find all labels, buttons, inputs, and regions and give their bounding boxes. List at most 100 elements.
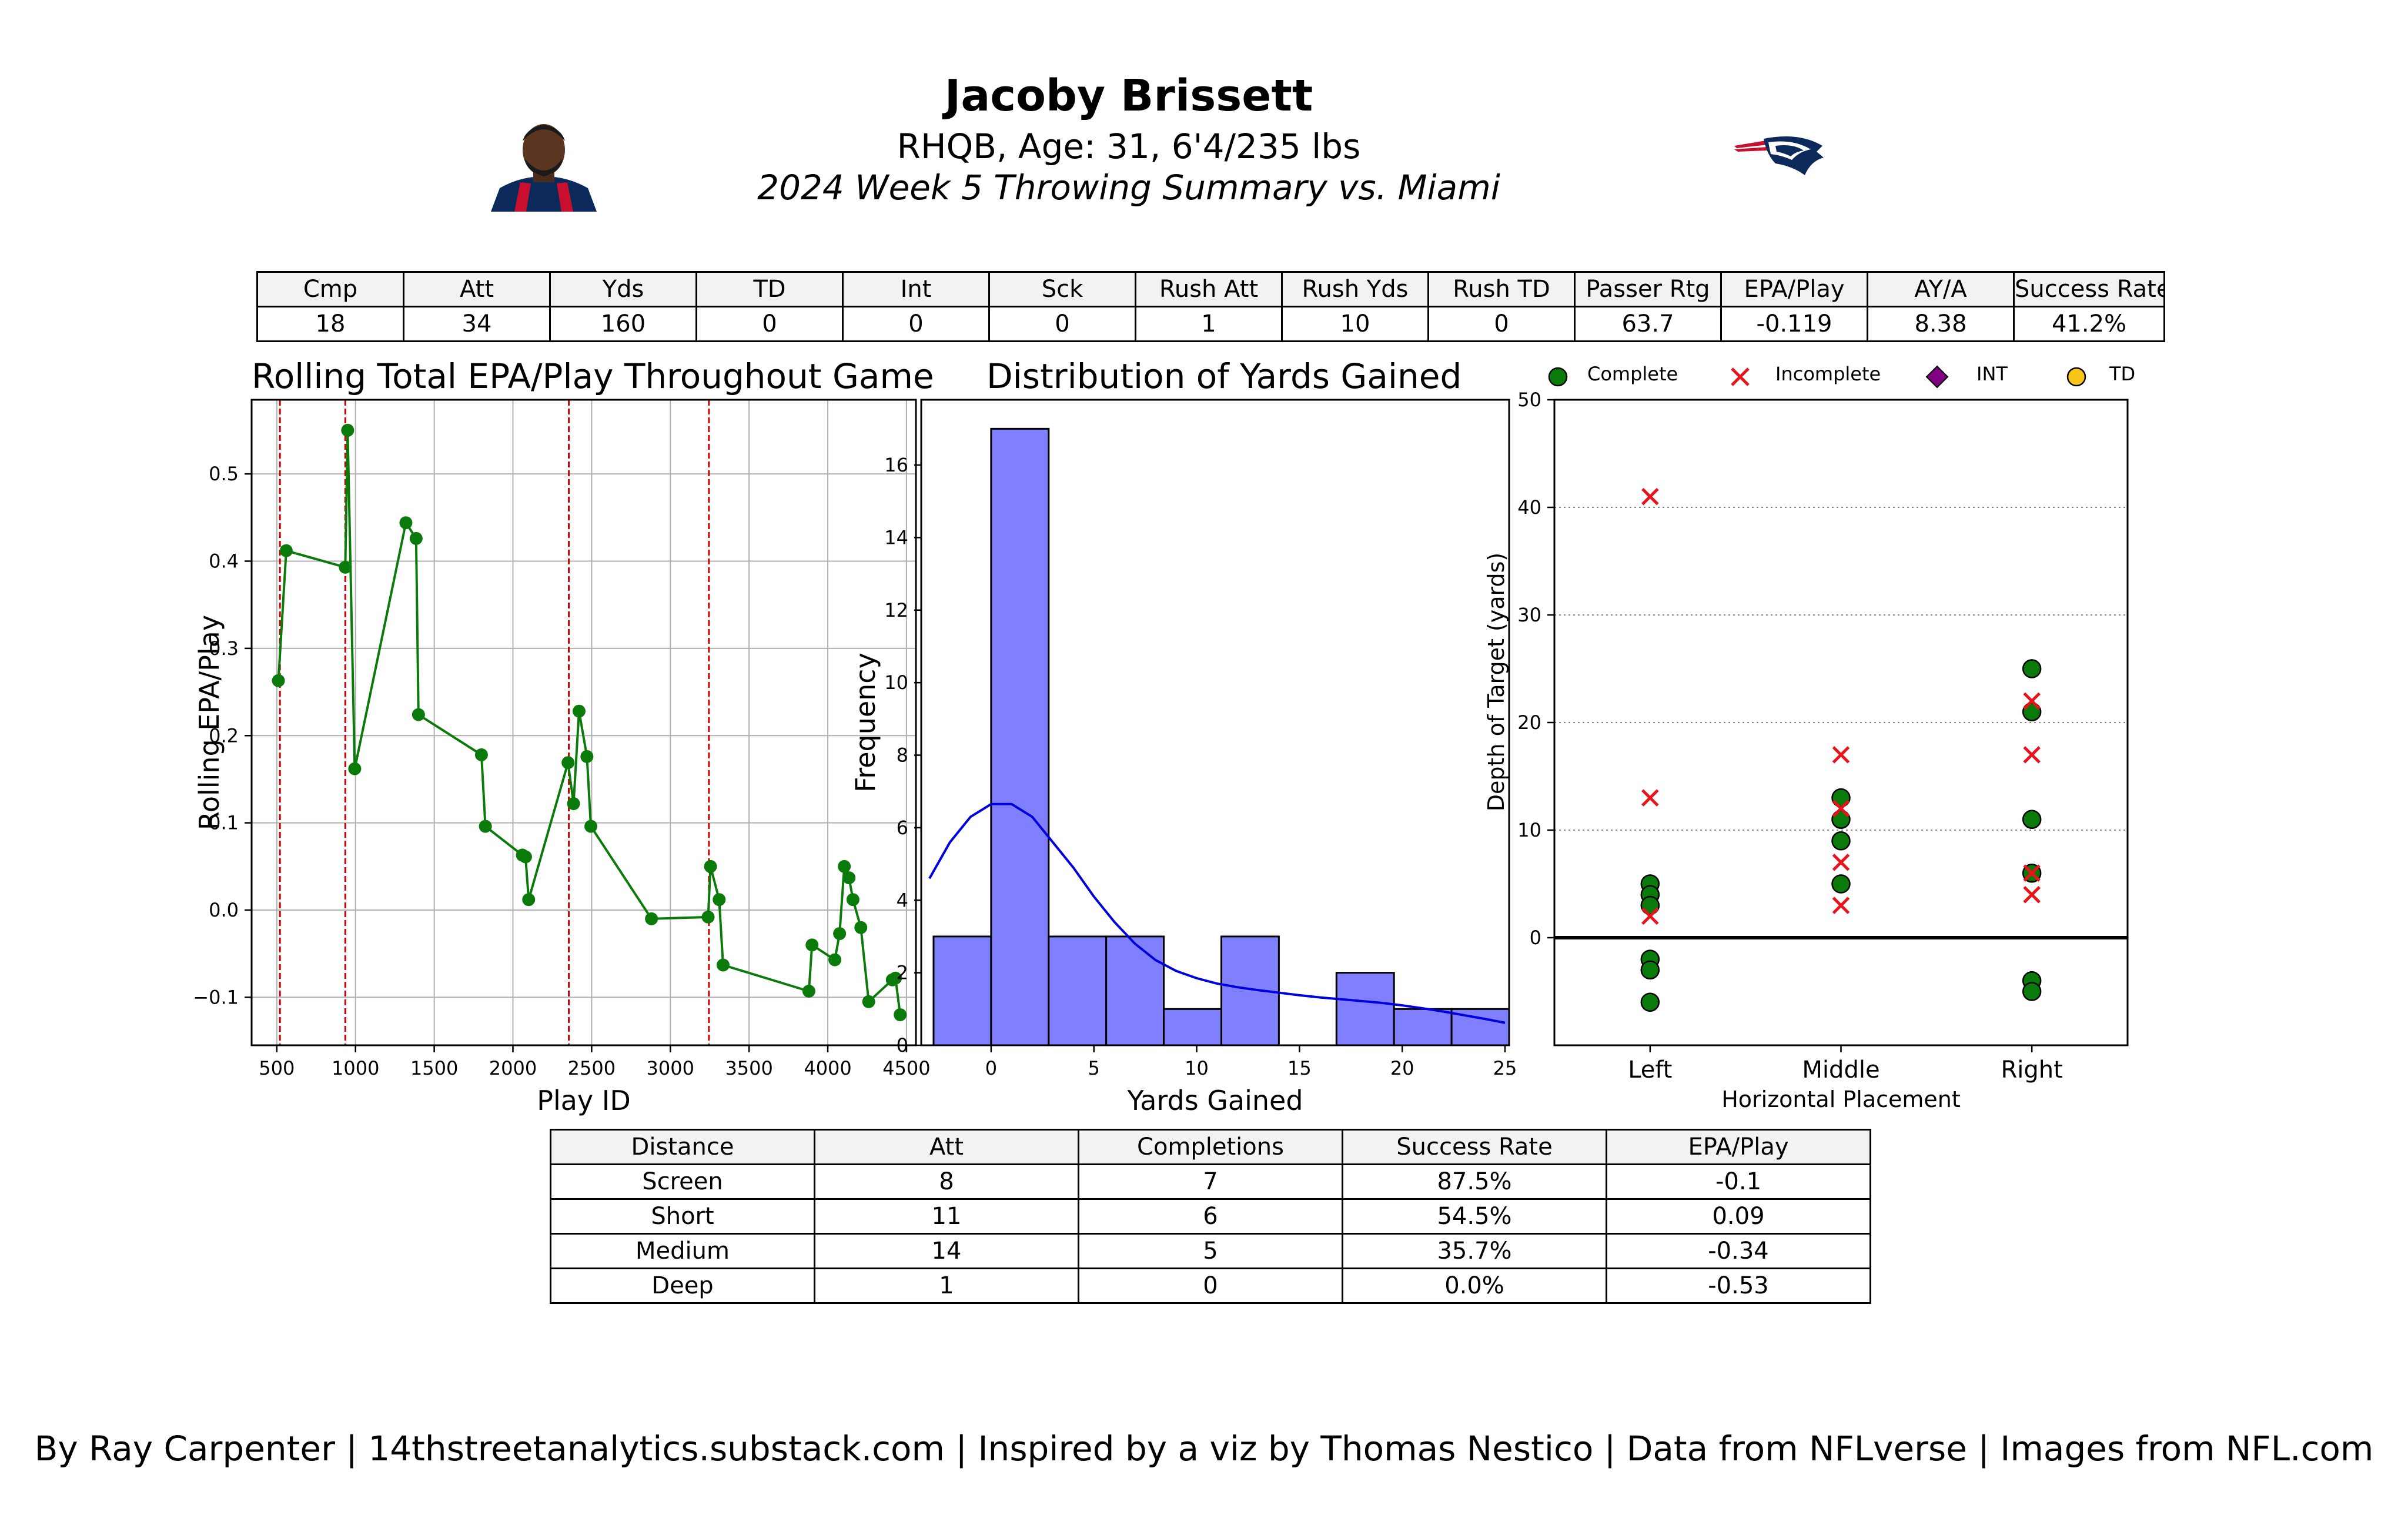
incomplete-point	[1641, 789, 1659, 807]
distance-cell: 1	[814, 1268, 1079, 1304]
data-point	[805, 938, 819, 952]
target-depth-scatter: Left Middle Right 0 10 20 30 40 50 Horizontal Pla…	[1483, 389, 2129, 1112]
y-tick-label: 4	[897, 889, 908, 911]
histogram-bar	[1163, 1008, 1222, 1046]
histogram-bar	[1393, 1008, 1453, 1046]
data-point	[894, 1008, 907, 1022]
data-point	[580, 750, 594, 763]
stats-table: Cmp Att Yds TD Int Sck Rush Att Rush Yds…	[256, 271, 2165, 342]
distance-cell: 54.5%	[1342, 1198, 1607, 1235]
data-point	[862, 995, 875, 1008]
data-point	[704, 860, 717, 873]
plot-frame	[250, 399, 917, 1046]
yards-histogram: 0 5 10 15 20 25 0 2 4 6 8 10 12 14 16 Yards Gained Frequ…	[850, 399, 1517, 1116]
credits-footer: By Ray Carpenter | 14thstreetanalytics.s…	[34, 1429, 2374, 1469]
distance-cell: -0.53	[1606, 1268, 1871, 1304]
distance-cell: 6	[1078, 1198, 1343, 1235]
incomplete-point	[1641, 487, 1659, 506]
incomplete-point	[2023, 692, 2041, 710]
histogram-bar	[1105, 935, 1165, 1046]
data-point	[701, 910, 715, 924]
distance-cell: 5	[1078, 1233, 1343, 1269]
x-tick-label: 25	[1493, 1057, 1517, 1079]
x-category-label: Right	[2001, 1056, 2063, 1083]
data-point	[846, 893, 859, 907]
data-point	[479, 820, 492, 833]
distance-cell: 35.7%	[1342, 1233, 1607, 1269]
y-axis-label: Depth of Target (yards)	[1483, 553, 1509, 811]
stats-header-cell: Sck	[988, 271, 1136, 307]
stats-value-row: 18 34 160 0 0 0 1 10 0 63.7 -0.119 8.38 …	[256, 306, 2165, 342]
player-info: RHQB, Age: 31, 6'4/235 lbs	[897, 126, 1361, 166]
incomplete-point	[1641, 907, 1659, 925]
x-axis-label: Horizontal Placement	[1721, 1086, 1961, 1112]
data-point	[645, 912, 658, 925]
y-tick-label: 0	[897, 1034, 908, 1056]
y-tick-label: 50	[1517, 389, 1541, 411]
stats-value-cell: -0.119	[1720, 306, 1868, 342]
y-tick-label: 0.1	[209, 812, 239, 834]
data-point	[522, 893, 536, 907]
legend-complete-label: Complete	[1587, 363, 1678, 385]
data-point	[279, 544, 293, 557]
distance-cell: 0.09	[1606, 1198, 1871, 1235]
player-name: Jacoby Brissett	[944, 71, 1313, 121]
data-point	[561, 756, 575, 770]
team-logo	[1734, 136, 1824, 175]
distance-cell: Medium	[550, 1233, 815, 1269]
series-line	[277, 430, 902, 1015]
y-tick-label: 14	[884, 526, 908, 549]
distance-cell: 0	[1078, 1268, 1343, 1304]
x-tick-label: 3500	[725, 1057, 772, 1079]
game-summary-title: 2024 Week 5 Throwing Summary vs. Miami	[757, 168, 1500, 208]
y-tick-label: 0.5	[209, 463, 239, 485]
stats-header-cell: AY/A	[1867, 271, 2015, 307]
stats-value-cell: 0	[1427, 306, 1576, 342]
stats-header-cell: Rush Att	[1135, 271, 1283, 307]
y-tick-label: −0.1	[193, 986, 239, 1008]
epa-chart-title: Rolling Total EPA/Play Throughout Game	[252, 356, 934, 396]
stats-value-cell: 8.38	[1867, 306, 2015, 342]
y-tick-label: 0.4	[209, 550, 239, 573]
x-tick-label: 2000	[489, 1057, 537, 1079]
distance-cell: Short	[550, 1198, 815, 1235]
x-tick-label: 5	[1088, 1057, 1100, 1079]
stats-value-cell: 41.2%	[2013, 306, 2165, 342]
table-row: Medium 14 5 35.7% -0.34	[550, 1233, 1871, 1269]
table-row: Short 11 6 54.5% 0.09	[550, 1198, 1871, 1235]
data-point	[716, 958, 730, 972]
complete-point	[2022, 810, 2042, 829]
distance-cell: Deep	[550, 1268, 815, 1304]
int-marker-icon	[1925, 365, 1949, 389]
x-category-label: Left	[1628, 1056, 1672, 1083]
data-point	[713, 893, 726, 907]
stats-header-cell: Int	[842, 271, 990, 307]
x-tick-label: 500	[259, 1057, 295, 1079]
histogram-bar	[932, 935, 992, 1046]
distance-cell: 7	[1078, 1163, 1343, 1200]
incomplete-point	[2023, 886, 2041, 904]
data-point	[474, 748, 488, 761]
data-point	[572, 704, 586, 718]
stats-value-cell: 0	[842, 306, 990, 342]
stats-value-cell: 0	[988, 306, 1136, 342]
distance-cell: 87.5%	[1342, 1163, 1607, 1200]
data-point	[802, 985, 815, 998]
stats-value-cell: 160	[549, 306, 697, 342]
distance-cell: -0.1	[1606, 1163, 1871, 1200]
y-axis-label: Frequency	[850, 653, 881, 792]
stats-header-cell: EPA/Play	[1720, 271, 1868, 307]
y-axis-label: Rolling EPA/Play	[193, 615, 225, 830]
table-row: Deep 1 0 0.0% -0.53	[550, 1268, 1871, 1304]
table-row: Screen 8 7 87.5% -0.1	[550, 1163, 1871, 1200]
legend-int-label: INT	[1976, 363, 2008, 385]
stats-header-cell: Rush TD	[1427, 271, 1576, 307]
y-tick-label: 40	[1517, 496, 1541, 519]
scatter-legend: Complete Incomplete INT TD	[1546, 362, 2181, 391]
x-tick-label: 4500	[882, 1057, 930, 1079]
x-tick-label: 10	[1185, 1057, 1209, 1079]
y-tick-label: 10	[1517, 819, 1541, 841]
stats-header-cell: Cmp	[256, 271, 404, 307]
legend-td-label: TD	[2109, 363, 2136, 385]
complete-point	[2022, 982, 2042, 1001]
